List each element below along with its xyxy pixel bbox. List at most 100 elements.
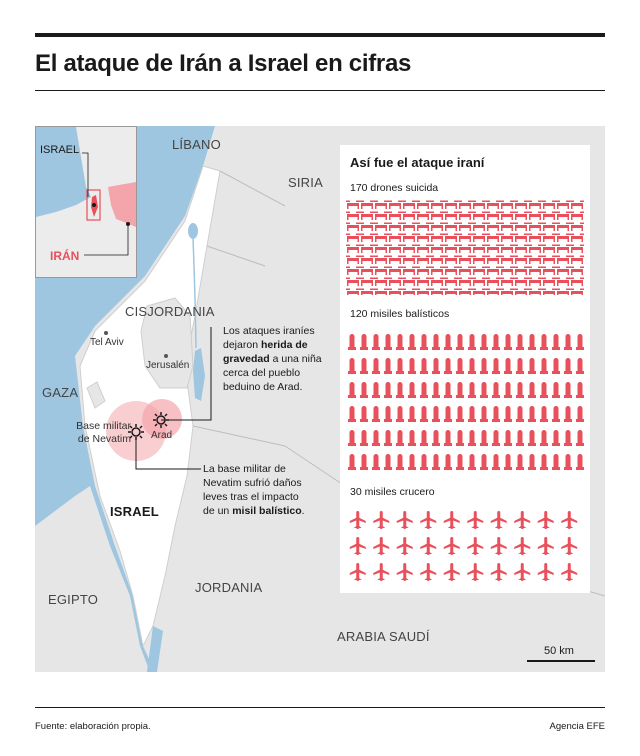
drone-icon [472, 277, 486, 286]
cruise-missile-icon [537, 537, 554, 555]
drone-icon [514, 233, 528, 242]
drone-icon [500, 222, 514, 231]
drone-icon [514, 255, 528, 264]
leader-arad [161, 327, 212, 421]
cruise-missile-icon [373, 563, 390, 581]
drone-icon [514, 266, 528, 275]
ballistic-missile-icon [480, 406, 488, 422]
ballistic-missile-icon [504, 430, 512, 446]
jordan-river [192, 238, 197, 349]
drone-icon [374, 244, 388, 253]
ballistic-missile-icon [480, 334, 488, 350]
drone-icon [374, 255, 388, 264]
ballistic-missile-icon [432, 454, 440, 470]
drone-icon [402, 255, 416, 264]
cruise-label: 30 misiles crucero [350, 486, 435, 498]
drone-icon [346, 277, 360, 286]
ballistic-missile-icon [408, 382, 416, 398]
drone-icon [500, 200, 514, 209]
drones-grid [346, 200, 584, 295]
drone-icon [570, 288, 584, 295]
cruise-missile-icon [561, 537, 578, 555]
inset-map: ISRAEL IRÁN [35, 126, 137, 278]
drone-icon [528, 222, 542, 231]
drone-icon [416, 266, 430, 275]
ballistic-missile-icon [432, 406, 440, 422]
ballistic-missile-icon [504, 406, 512, 422]
scale-label: 50 km [544, 645, 574, 657]
ballistic-missile-icon [516, 358, 524, 374]
cruise-missile-icon [396, 537, 413, 555]
top-rule [35, 33, 605, 37]
ballistic-missile-icon [492, 454, 500, 470]
footer-agency: Agencia EFE [549, 721, 605, 732]
drone-icon [416, 277, 430, 286]
drone-icon [458, 277, 472, 286]
cruise-missile-icon [490, 511, 507, 529]
drone-icon [556, 244, 570, 253]
ballistic-missile-icon [444, 382, 452, 398]
drone-icon [556, 200, 570, 209]
cruise-missile-icon [514, 511, 531, 529]
drone-icon [500, 211, 514, 220]
ballistic-missile-icon [408, 430, 416, 446]
telaviv-dot [104, 331, 108, 335]
ballistic-missile-icon [576, 334, 584, 350]
drone-icon [556, 277, 570, 286]
ballistic-missile-icon [444, 406, 452, 422]
cruise-missile-icon [561, 563, 578, 581]
ballistic-missile-icon [516, 454, 524, 470]
cruise-missile-icon [537, 563, 554, 581]
ballistic-missile-icon [348, 406, 356, 422]
drone-icon [556, 222, 570, 231]
cruise-missile-icon [443, 537, 460, 555]
drone-icon [570, 233, 584, 242]
jerusalen-dot [164, 354, 168, 358]
cruise-missile-icon [561, 511, 578, 529]
drone-icon [542, 266, 556, 275]
drone-icon [458, 244, 472, 253]
inset-dot-israel [92, 203, 96, 207]
ballistic-missile-icon [576, 454, 584, 470]
ballistic-missile-icon [408, 358, 416, 374]
ballistic-missile-icon [360, 406, 368, 422]
cruise-missile-icon [467, 563, 484, 581]
drone-icon [388, 233, 402, 242]
inset-leader-israel [82, 152, 89, 197]
ballistic-missile-icon [564, 454, 572, 470]
cruise-missile-icon [373, 511, 390, 529]
ballistic-missile-icon [348, 430, 356, 446]
ballistic-missile-icon [432, 334, 440, 350]
ballistic-missile-icon [540, 382, 548, 398]
label-israel: ISRAEL [110, 504, 159, 519]
drone-icon [486, 200, 500, 209]
drone-icon [486, 255, 500, 264]
label-libano: LÍBANO [172, 137, 221, 152]
drone-icon [444, 222, 458, 231]
ballistic-missile-icon [348, 334, 356, 350]
ballistic-missile-icon [444, 334, 452, 350]
drone-icon [542, 255, 556, 264]
drone-icon [542, 211, 556, 220]
drone-icon [416, 288, 430, 295]
drone-icon [570, 277, 584, 286]
drone-icon [346, 288, 360, 295]
nevatim-line1: Base militar [76, 420, 131, 432]
ballistic-missile-icon [372, 382, 380, 398]
ballistic-missile-icon [564, 382, 572, 398]
border-lines [192, 170, 605, 597]
drone-icon [374, 277, 388, 286]
ballistic-missile-icon [372, 454, 380, 470]
ballistic-missile-icon [540, 358, 548, 374]
ballistic-missile-icon [468, 382, 476, 398]
cruise-missile-icon [443, 563, 460, 581]
drone-icon [346, 222, 360, 231]
ballistic-missile-icon [420, 358, 428, 374]
drone-icon [430, 266, 444, 275]
panel-title: Así fue el ataque iraní [350, 155, 485, 170]
drone-icon [402, 288, 416, 295]
label-cisjordania: CISJORDANIA [125, 304, 215, 319]
ballistic-missile-icon [444, 430, 452, 446]
label-jordania: JORDANIA [195, 580, 263, 595]
ballistic-missile-icon [468, 430, 476, 446]
